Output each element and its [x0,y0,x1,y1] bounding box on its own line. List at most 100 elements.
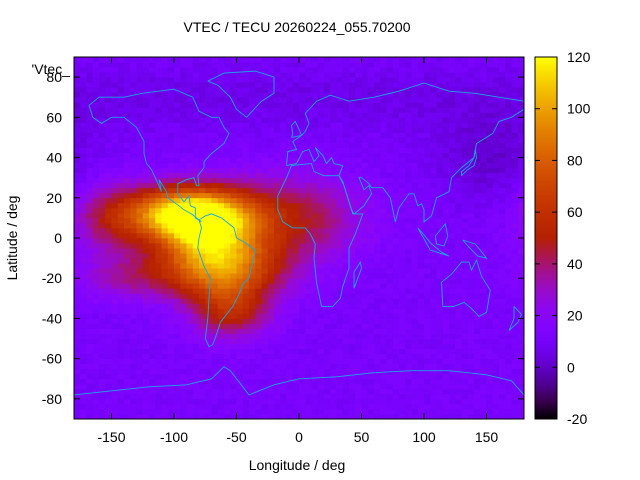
heatmap-cell [342,217,350,224]
heatmap-cell [186,152,194,158]
heatmap-cell [167,122,175,128]
heatmap-cell [417,338,425,344]
heatmap-cell [455,177,462,184]
heatmap-cell [111,338,119,344]
heatmap-cell [280,253,287,259]
heatmap-cell [417,398,425,405]
heatmap-cell [305,393,312,400]
heatmap-cell [442,72,450,78]
heatmap-cell [386,67,394,73]
heatmap-cell [149,207,156,214]
heatmap-cell [367,112,375,118]
heatmap-cell [424,152,431,158]
heatmap-cell [424,238,431,244]
heatmap-cell [167,248,175,254]
heatmap-cell [249,258,256,264]
heatmap-cell [467,77,475,83]
heatmap-cell [192,152,200,158]
heatmap-cell [486,413,494,420]
heatmap-cell [186,142,194,148]
heatmap-cell [392,248,400,254]
heatmap-cell [355,132,362,138]
heatmap-cell [311,102,319,108]
heatmap-cell [99,102,106,108]
heatmap-cell [392,182,400,189]
heatmap-cell [417,137,425,143]
heatmap-cell [167,288,175,294]
heatmap-cell [242,358,250,365]
heatmap-cell [230,323,237,329]
heatmap-cell [480,167,487,174]
heatmap-cell [292,263,300,269]
heatmap-cell [230,87,237,93]
heatmap-cell [430,403,437,410]
heatmap-cell [99,398,106,405]
heatmap-cell [155,413,162,420]
heatmap-cell [467,408,475,415]
heatmap-cell [267,117,275,123]
heatmap-cell [449,97,456,103]
heatmap-cell [317,62,325,68]
heatmap-cell [136,127,144,133]
heatmap-cell [361,238,369,244]
heatmap-cell [342,373,350,380]
heatmap-cell [192,77,200,83]
heatmap-cell [299,318,306,324]
heatmap-cell [305,238,312,244]
heatmap-cell [136,97,144,103]
heatmap-cell [136,212,144,219]
heatmap-cell [430,333,437,339]
heatmap-cell [342,313,350,319]
heatmap-cell [380,127,387,133]
heatmap-cell [242,62,250,68]
heatmap-cell [480,243,487,249]
heatmap-cell [467,62,475,68]
heatmap-cell [292,137,300,143]
heatmap-cell [274,182,281,189]
heatmap-cell [280,217,287,224]
heatmap-cell [142,258,150,264]
heatmap-cell [305,343,312,350]
heatmap-cell [74,288,81,294]
heatmap-cell [380,102,387,108]
heatmap-cell [355,187,362,194]
heatmap-cell [486,263,494,269]
heatmap-cell [311,318,319,324]
heatmap-cell [261,303,269,309]
heatmap-cell [392,202,400,209]
heatmap-cell [167,323,175,329]
heatmap-cell [455,132,462,138]
heatmap-cell [455,202,462,209]
heatmap-cell [417,243,425,249]
heatmap-cell [280,398,287,405]
heatmap-cell [92,92,100,98]
heatmap-cell [430,393,437,400]
heatmap-cell [230,288,237,294]
heatmap-cell [274,403,281,410]
heatmap-cell [299,232,306,239]
heatmap-cell [274,408,281,415]
heatmap-cell [399,318,406,324]
heatmap-cell [236,343,244,350]
heatmap-cell [430,358,437,365]
heatmap-cell [74,182,81,189]
heatmap-cell [142,82,150,88]
heatmap-cell [224,72,231,78]
heatmap-cell [411,72,419,78]
heatmap-cell [74,358,81,365]
heatmap-cell [274,167,281,174]
heatmap-cell [105,57,112,63]
heatmap-cell [361,268,369,274]
heatmap-cell [155,212,162,219]
heatmap-cell [449,147,456,153]
heatmap-cell [92,303,100,309]
heatmap-cell [399,413,406,420]
heatmap-cell [480,207,487,214]
heatmap-cell [324,57,331,63]
heatmap-cell [355,253,362,259]
heatmap-cell [224,393,231,400]
heatmap-cell [230,363,237,370]
heatmap-cell [386,313,394,319]
heatmap-cell [424,358,431,365]
heatmap-cell [267,177,275,184]
